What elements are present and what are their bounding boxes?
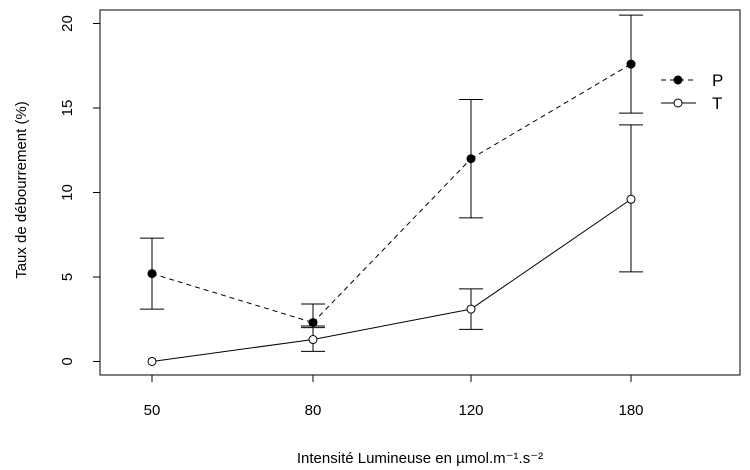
data-point <box>626 59 636 69</box>
legend: PT <box>661 71 723 113</box>
x-axis: 50 80 120 180 <box>144 375 644 419</box>
series-line-segment <box>312 158 472 323</box>
series-line-segment <box>151 339 314 362</box>
series-T <box>147 124 643 366</box>
data-point <box>626 194 636 204</box>
legend-marker <box>673 75 683 85</box>
y-tick-label: 15 <box>59 100 76 117</box>
plot-frame <box>99 9 741 376</box>
y-axis-label: Taux de débourrement (%) <box>13 101 30 279</box>
data-point <box>466 304 476 314</box>
x-tick-label: 80 <box>305 402 322 419</box>
data-point <box>308 335 318 345</box>
series-line-segment <box>470 198 632 310</box>
legend-marker <box>673 98 683 108</box>
series-line-segment <box>312 308 472 341</box>
legend-label: P <box>712 71 723 90</box>
data-point <box>466 154 476 164</box>
y-tick-label: 10 <box>59 184 76 201</box>
data-point <box>308 318 318 328</box>
data-point <box>147 269 157 279</box>
x-axis-label: Intensité Lumineuse en µmol.m⁻¹.s⁻² <box>297 450 543 467</box>
series-line-segment <box>470 63 632 160</box>
x-tick-label: 120 <box>458 402 483 419</box>
data-point <box>147 356 157 366</box>
y-tick-label: 20 <box>59 15 76 32</box>
y-axis: 0 5 10 15 20 <box>59 15 100 366</box>
y-tick-label: 5 <box>59 273 76 281</box>
series-layer <box>140 14 643 366</box>
y-tick-label: 0 <box>59 357 76 365</box>
series-P <box>140 14 643 328</box>
x-tick-label: 50 <box>144 402 161 419</box>
x-tick-label: 180 <box>618 402 643 419</box>
legend-label: T <box>712 94 722 113</box>
series-line-segment <box>151 273 314 324</box>
